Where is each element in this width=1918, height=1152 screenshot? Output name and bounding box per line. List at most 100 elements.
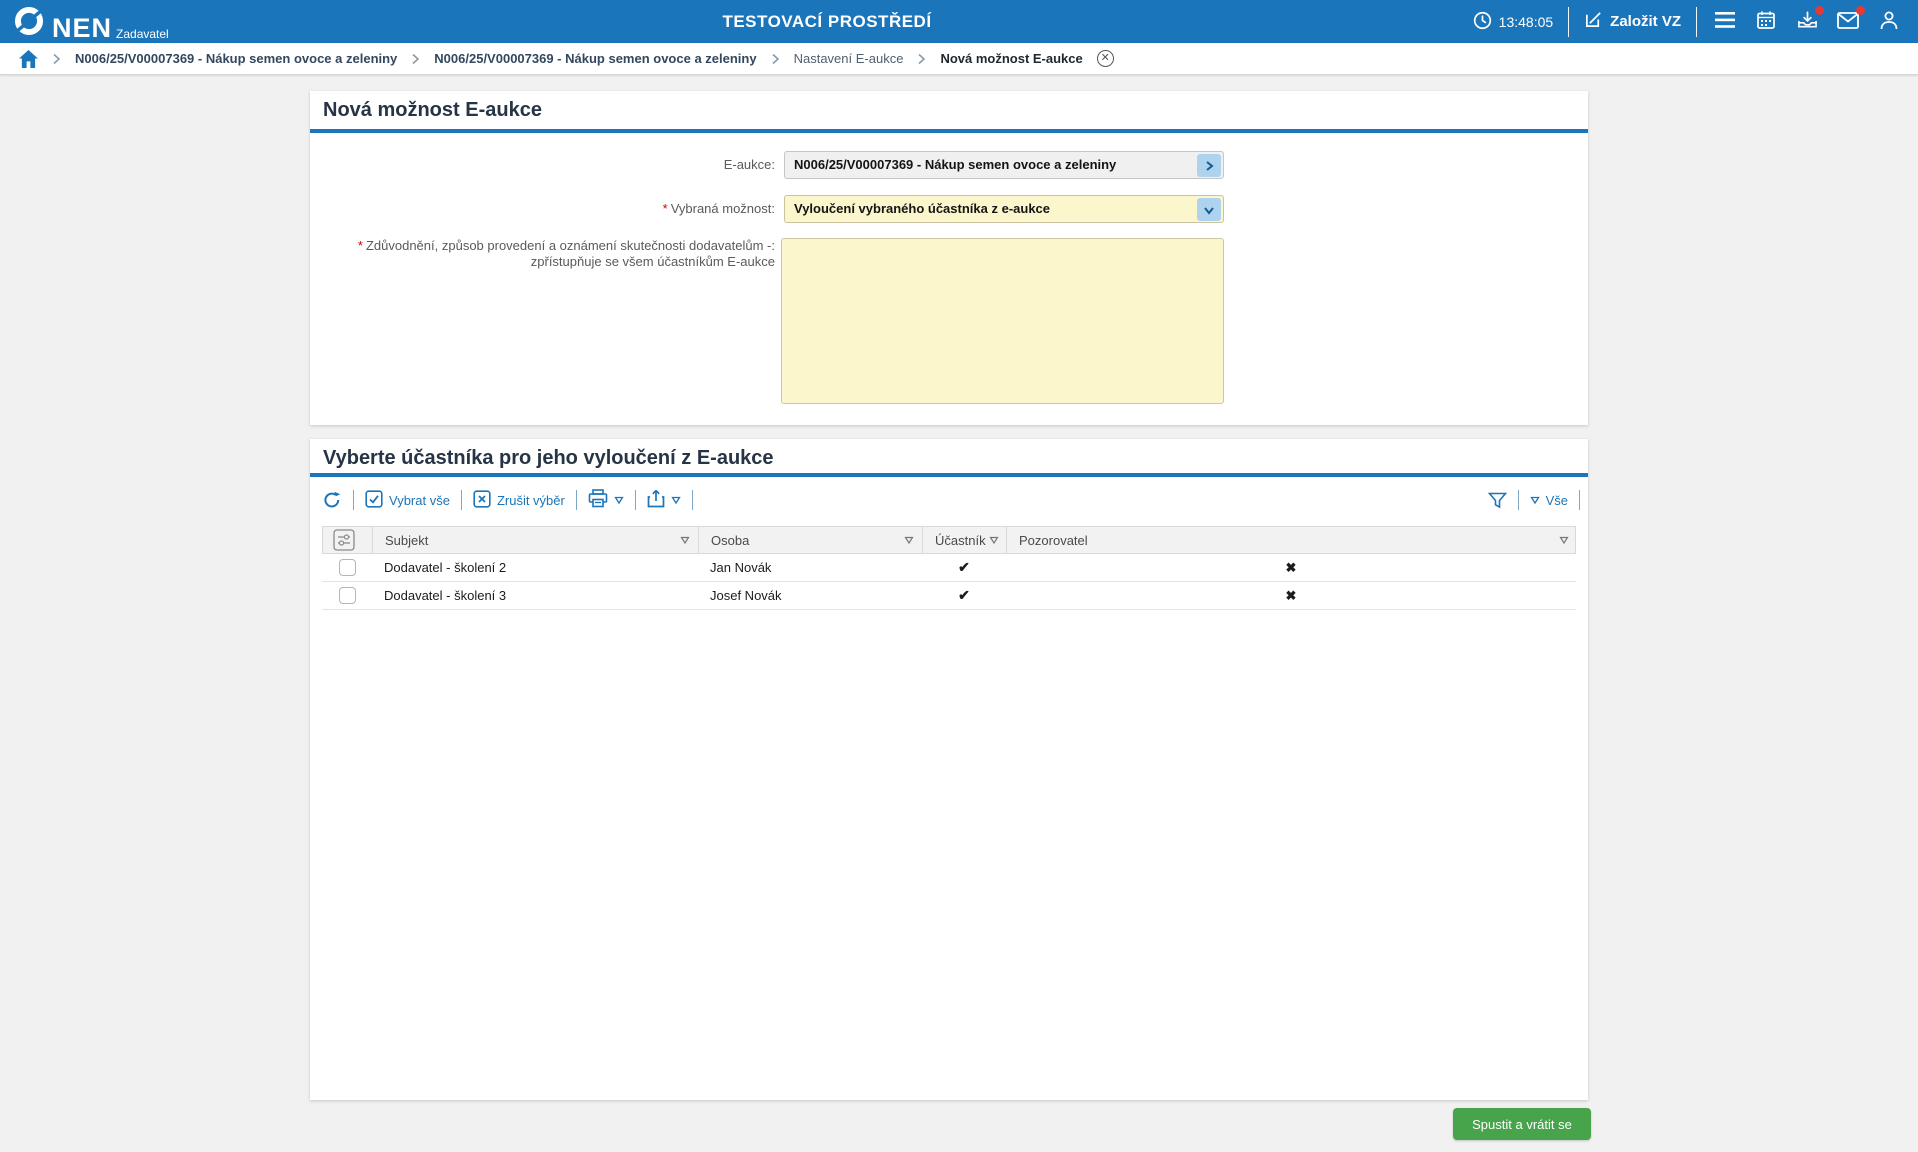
toolbar-divider xyxy=(634,490,636,510)
breadcrumb-item-vz-2[interactable]: N006/25/V00007369 - Nákup semen ovoce a … xyxy=(434,51,757,66)
calendar-button[interactable] xyxy=(1753,9,1779,35)
topbar-divider xyxy=(1696,6,1697,37)
close-tab-icon[interactable]: ✕ xyxy=(1096,50,1114,67)
caret-down-icon xyxy=(671,493,681,508)
chevron-right-icon xyxy=(411,53,420,65)
cell-pozorovatel-cross-icon: ✖ xyxy=(1285,559,1297,575)
create-vz-label: Založit VZ xyxy=(1610,13,1681,30)
clock-icon xyxy=(1473,11,1492,33)
current-time: 13:48:05 xyxy=(1498,13,1554,30)
column-header-pozorovatel[interactable]: Pozorovatel xyxy=(1007,527,1577,553)
filter-all-button[interactable]: Vše xyxy=(1529,492,1568,508)
column-header-osoba[interactable]: Osoba xyxy=(699,527,923,553)
checkbox-cross-icon xyxy=(473,489,491,511)
cell-ucastnik-check-icon: ✔ xyxy=(958,587,970,603)
title-rule xyxy=(310,129,1588,133)
nen-logo[interactable]: NEN Zadavatel xyxy=(12,4,169,43)
option-select[interactable]: Vyloučení vybraného účastníka z e-aukce xyxy=(784,195,1224,223)
row-checkbox[interactable] xyxy=(338,587,356,604)
breadcrumb-item-current[interactable]: Nová možnost E-aukce xyxy=(940,51,1083,66)
filter-all-label: Vše xyxy=(1545,492,1568,508)
page-title: Nová možnost E-aukce xyxy=(323,99,542,121)
sort-caret-icon[interactable] xyxy=(904,533,914,548)
clear-selection-button[interactable]: Zrušit výběr xyxy=(473,489,565,511)
user-icon xyxy=(1879,10,1899,33)
filter-button[interactable] xyxy=(1487,492,1507,509)
home-icon[interactable] xyxy=(19,49,38,68)
clear-selection-label: Zrušit výběr xyxy=(496,492,565,508)
column-header-subjekt[interactable]: Subjekt xyxy=(373,527,699,553)
option-label: * Vybraná možnost: xyxy=(662,201,775,216)
environment-title: TESTOVACÍ PROSTŘEDÍ xyxy=(722,11,932,31)
toolbar-divider xyxy=(575,490,577,510)
menu-button[interactable] xyxy=(1712,9,1738,35)
toolbar-divider xyxy=(691,490,693,510)
reason-textarea[interactable] xyxy=(781,238,1224,404)
table-row[interactable]: Dodavatel - školení 3 Josef Novák ✔ ✖ xyxy=(322,582,1576,610)
new-eauction-option-panel: Nová možnost E-aukce E-aukce: N006/25/V0… xyxy=(310,91,1588,425)
select-all-button[interactable]: Vybrat vše xyxy=(365,489,450,511)
logo-text: NEN xyxy=(52,13,113,43)
toolbar-divider xyxy=(353,490,354,510)
printer-icon xyxy=(588,489,608,511)
cell-subjekt: Dodavatel - školení 3 xyxy=(384,588,507,603)
sort-caret-icon[interactable] xyxy=(1559,533,1569,548)
messages-button[interactable] xyxy=(1835,5,1865,35)
table-toolbar: Vybrat vše Zrušit výběr xyxy=(322,483,1580,517)
toolbar-divider xyxy=(1579,490,1580,510)
select-all-label: Vybrat vše xyxy=(389,492,450,508)
table-header-row: Subjekt Osoba Účastník Pozorovatel xyxy=(322,526,1576,554)
breadcrumb: N006/25/V00007369 - Nákup semen ovoce a … xyxy=(0,43,1918,75)
table-row[interactable]: Dodavatel - školení 2 Jan Novák ✔ ✖ xyxy=(322,554,1576,582)
refresh-button[interactable] xyxy=(322,490,342,510)
print-button[interactable] xyxy=(588,489,624,511)
reason-label: * Zdůvodnění, způsob provedení a oznámení… xyxy=(357,238,775,269)
eaukce-field[interactable]: N006/25/V00007369 - Nákup semen ovoce a … xyxy=(784,151,1224,179)
mail-icon xyxy=(1837,11,1859,32)
inbox-button[interactable] xyxy=(1794,5,1824,35)
top-bar: NEN Zadavatel TESTOVACÍ PROSTŘEDÍ 13:48:… xyxy=(0,0,1918,43)
export-icon xyxy=(647,489,665,511)
messages-notification-dot xyxy=(1856,5,1865,15)
participants-table: Subjekt Osoba Účastník Pozorovatel xyxy=(322,526,1576,610)
export-button[interactable] xyxy=(647,489,681,511)
column-settings-header[interactable] xyxy=(323,527,373,553)
create-vz-button[interactable]: Založit VZ xyxy=(1584,10,1681,33)
sort-caret-icon[interactable] xyxy=(680,533,690,548)
column-header-ucastnik[interactable]: Účastník xyxy=(923,527,1007,553)
filter-icon xyxy=(1487,492,1507,508)
required-asterisk: * xyxy=(357,238,363,253)
title-rule xyxy=(310,473,1588,477)
open-detail-chevron-button[interactable] xyxy=(1197,154,1221,177)
calendar-icon xyxy=(1756,10,1776,33)
chevron-right-icon xyxy=(917,53,926,65)
chevron-right-icon xyxy=(771,53,780,65)
refresh-icon xyxy=(324,491,341,508)
required-asterisk: * xyxy=(662,201,668,216)
row-checkbox[interactable] xyxy=(338,559,356,576)
breadcrumb-item-vz-1[interactable]: N006/25/V00007369 - Nákup semen ovoce a … xyxy=(75,51,398,66)
participants-title: Vyberte účastníka pro jeho vyloučení z E… xyxy=(323,447,774,469)
dropdown-chevron-button[interactable] xyxy=(1197,198,1221,221)
cell-subjekt: Dodavatel - školení 2 xyxy=(384,560,507,575)
eaukce-value: N006/25/V00007369 - Nákup semen ovoce a … xyxy=(794,157,1117,172)
toolbar-divider xyxy=(460,490,462,510)
caret-down-icon xyxy=(1529,493,1540,508)
participants-panel: Vyberte účastníka pro jeho vyloučení z E… xyxy=(310,439,1588,1100)
chevron-right-icon xyxy=(52,53,61,65)
breadcrumb-item-settings[interactable]: Nastavení E-aukce xyxy=(793,51,904,66)
row-select-cell xyxy=(322,554,372,581)
edit-icon xyxy=(1584,10,1603,33)
cell-ucastnik-check-icon: ✔ xyxy=(958,559,970,575)
hamburger-icon xyxy=(1715,12,1735,31)
cell-osoba: Josef Novák xyxy=(710,588,782,603)
option-value: Vyloučení vybraného účastníka z e-aukce xyxy=(794,201,1051,216)
toolbar-divider xyxy=(1517,490,1519,510)
sort-caret-icon[interactable] xyxy=(989,533,999,548)
logo-subtitle: Zadavatel xyxy=(116,27,169,41)
inbox-notification-dot xyxy=(1815,5,1824,15)
user-button[interactable] xyxy=(1876,9,1902,35)
inbox-download-icon xyxy=(1797,10,1818,33)
submit-and-return-button[interactable]: Spustit a vrátit se xyxy=(1453,1108,1591,1140)
cell-osoba: Jan Novák xyxy=(710,560,772,575)
